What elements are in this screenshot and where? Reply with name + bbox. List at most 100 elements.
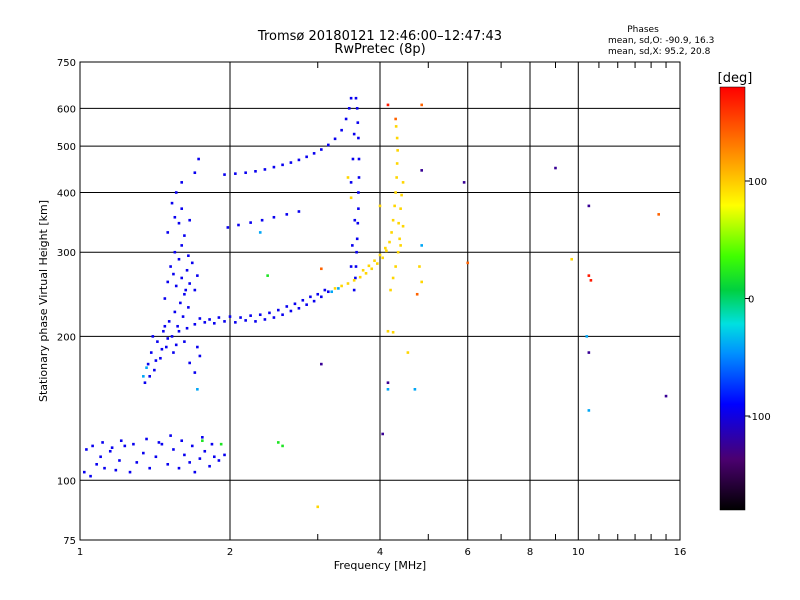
- y-tick-label: 500: [57, 142, 76, 153]
- data-point: [396, 250, 400, 254]
- data-point: [354, 96, 358, 100]
- data-point: [327, 290, 330, 294]
- x-tick-label: 4: [377, 547, 383, 558]
- data-point: [266, 274, 269, 277]
- data-point: [177, 257, 181, 261]
- data-point: [316, 292, 320, 296]
- data-point: [196, 345, 199, 349]
- data-point: [395, 162, 399, 165]
- data-point: [166, 231, 170, 234]
- y-tick-label: 400: [57, 188, 76, 199]
- x-tick-label: 2: [227, 547, 233, 558]
- data-point: [320, 148, 323, 151]
- data-point: [301, 298, 305, 302]
- data-point: [91, 444, 94, 448]
- data-point: [333, 137, 337, 141]
- x-tick-label: 1: [77, 547, 83, 558]
- data-point: [260, 218, 264, 222]
- data-point: [162, 329, 165, 333]
- data-point: [180, 181, 184, 184]
- data-point: [193, 171, 197, 175]
- data-point: [394, 125, 398, 128]
- y-tick-label: 750: [57, 58, 76, 69]
- data-point: [185, 326, 189, 330]
- data-point: [297, 158, 301, 162]
- data-point: [193, 470, 197, 474]
- data-point: [128, 470, 132, 474]
- data-point: [396, 149, 399, 152]
- data-point: [587, 274, 591, 277]
- data-point: [160, 442, 164, 446]
- data-point: [381, 256, 384, 260]
- x-tick-labels: 1 2 4 6 8 10 16: [77, 547, 687, 558]
- data-point: [254, 169, 257, 173]
- data-point: [309, 295, 312, 299]
- data-point: [386, 103, 390, 107]
- data-point: [384, 246, 387, 250]
- data-point: [183, 234, 186, 237]
- data-point: [394, 191, 397, 194]
- colorbar-tick-label: 0: [748, 295, 754, 306]
- data-point: [356, 121, 360, 124]
- data-point: [188, 282, 191, 285]
- data-point: [239, 316, 242, 319]
- data-point: [198, 354, 202, 358]
- chart-subtitle: RwPretec (8p): [334, 42, 425, 57]
- data-point: [166, 463, 170, 466]
- data-point: [346, 176, 350, 179]
- data-point: [289, 161, 293, 164]
- data-point: [391, 218, 395, 222]
- data-point: [249, 314, 252, 317]
- data-point: [268, 311, 271, 315]
- data-point: [95, 463, 98, 466]
- data-point: [305, 155, 308, 159]
- data-point: [170, 201, 174, 205]
- x-tick-label: 10: [572, 547, 585, 558]
- data-point: [118, 459, 121, 462]
- data-point: [177, 221, 181, 225]
- data-point: [172, 448, 175, 451]
- data-point: [99, 455, 102, 459]
- data-point: [187, 306, 190, 309]
- stats-line-x: mean, sd,X: 95.2, 20.8: [608, 47, 711, 57]
- data-point: [223, 453, 226, 457]
- data-point: [185, 268, 189, 272]
- data-point: [272, 165, 276, 169]
- y-tick-label: 600: [57, 104, 76, 115]
- data-point: [415, 292, 419, 296]
- data-point: [399, 207, 402, 210]
- data-point: [203, 321, 207, 324]
- data-point: [305, 303, 308, 306]
- data-point: [153, 368, 156, 372]
- data-point: [420, 169, 423, 172]
- y-tick-label: 100: [57, 476, 76, 487]
- data-point: [197, 157, 200, 161]
- data-point: [357, 207, 360, 210]
- data-point: [386, 381, 390, 385]
- data-point: [179, 301, 182, 305]
- x-tick-label: 8: [527, 547, 533, 558]
- data-point: [258, 231, 262, 234]
- data-point: [114, 468, 118, 472]
- x-tick-label: 6: [465, 547, 471, 558]
- data-point: [154, 359, 158, 362]
- data-point: [351, 157, 355, 161]
- data-point: [285, 213, 289, 216]
- data-point: [400, 193, 403, 197]
- data-point: [177, 329, 181, 333]
- data-point: [395, 176, 398, 179]
- colorbar-label: [deg]: [718, 71, 753, 86]
- data-point: [223, 173, 226, 176]
- data-point: [585, 335, 589, 338]
- data-point: [193, 371, 197, 374]
- y-tick-labels: 75 100 200 300 400 500 600 750: [57, 58, 76, 547]
- data-point: [103, 466, 106, 470]
- stats-title: Phases: [627, 25, 659, 35]
- data-point: [212, 322, 216, 325]
- data-point: [354, 276, 357, 280]
- data-point: [312, 152, 316, 155]
- colorbar-tick-label: -100: [748, 412, 771, 423]
- data-point: [157, 441, 161, 444]
- data-point: [135, 461, 139, 464]
